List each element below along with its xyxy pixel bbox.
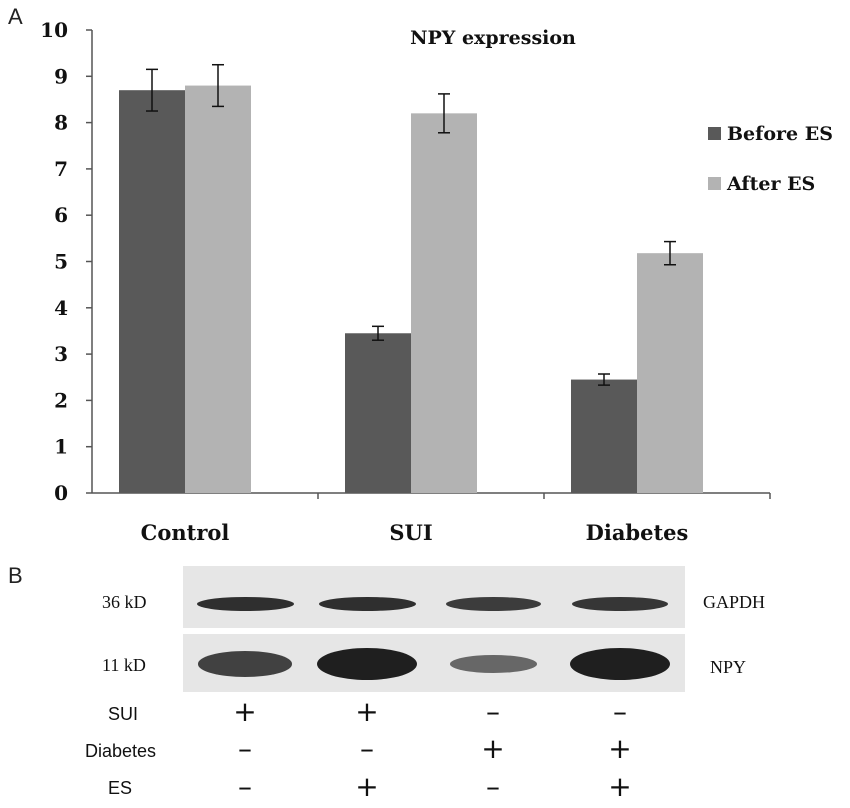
blot-band xyxy=(198,651,292,677)
legend-swatch xyxy=(708,177,721,190)
blot-band xyxy=(449,655,537,673)
plus-sign: + xyxy=(355,770,379,803)
bar-after-es xyxy=(185,85,251,493)
y-tick-label: 3 xyxy=(54,342,68,366)
blot-band xyxy=(318,597,416,611)
plus-sign: + xyxy=(608,732,632,765)
minus-sign: – xyxy=(486,770,500,803)
npy-protein-label: NPY xyxy=(710,657,747,677)
x-category-label: Control xyxy=(141,520,230,545)
panel-label-b: B xyxy=(8,563,23,588)
legend-label: After ES xyxy=(726,173,815,195)
y-tick-label: 4 xyxy=(54,296,68,320)
npy-kd-label: 11 kD xyxy=(102,655,146,675)
blot-band xyxy=(317,648,417,680)
gapdh-kd-label: 36 kD xyxy=(102,592,147,612)
y-tick-label: 2 xyxy=(54,388,68,412)
minus-sign: – xyxy=(238,770,252,803)
panel-label-a: A xyxy=(8,4,23,29)
es-condition-label: ES xyxy=(108,778,133,798)
plus-sign: + xyxy=(355,695,379,728)
legend-swatch xyxy=(708,127,721,140)
sui-condition-label: SUI xyxy=(108,704,139,724)
minus-sign: – xyxy=(360,732,374,765)
plus-sign: + xyxy=(233,695,257,728)
bar-before-es xyxy=(571,379,637,493)
blot-band xyxy=(445,597,541,611)
bar-after-es xyxy=(637,253,703,493)
y-tick-label: 0 xyxy=(54,481,68,505)
legend-label: Before ES xyxy=(727,123,833,145)
plus-sign: + xyxy=(481,732,505,765)
y-tick-label: 7 xyxy=(54,157,68,181)
y-tick-label: 10 xyxy=(40,18,68,42)
blot-band xyxy=(196,597,294,611)
plus-sign: + xyxy=(608,770,632,803)
minus-sign: – xyxy=(486,695,500,728)
blot-band xyxy=(572,597,668,611)
y-tick-label: 8 xyxy=(54,111,68,135)
minus-sign: – xyxy=(613,695,627,728)
minus-sign: – xyxy=(238,732,252,765)
bar-after-es xyxy=(411,113,477,493)
y-tick-label: 5 xyxy=(54,250,68,274)
bar-before-es xyxy=(345,333,411,493)
x-category-label: Diabetes xyxy=(586,520,689,545)
blot-band xyxy=(570,648,670,680)
diabetes-condition-label: Diabetes xyxy=(85,741,157,761)
y-tick-label: 6 xyxy=(54,203,68,227)
y-tick-label: 1 xyxy=(54,435,68,459)
x-category-label: SUI xyxy=(389,520,432,545)
gapdh-protein-label: GAPDH xyxy=(703,592,766,612)
npy-bar-chart: 0 1 2 3 4 5 6 7 8 9 10 Control SUI Diabetes NPY expres… xyxy=(40,18,833,545)
bar-before-es xyxy=(119,90,185,493)
chart-title: NPY expression xyxy=(410,27,576,49)
y-tick-label: 9 xyxy=(54,64,68,88)
